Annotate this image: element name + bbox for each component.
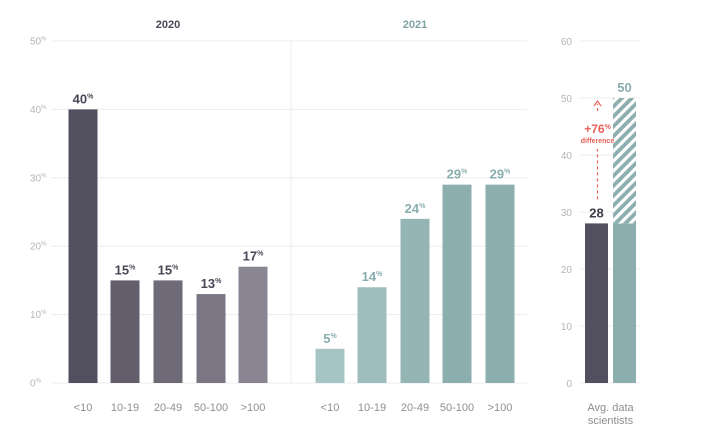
y-tick-value: 30 bbox=[30, 173, 42, 184]
bar-2020-1 bbox=[110, 280, 140, 383]
bar-2021-1 bbox=[357, 287, 387, 383]
y-tick-unit: % bbox=[41, 173, 47, 179]
y-tick-label: 10% bbox=[30, 310, 47, 321]
value-number: 15 bbox=[115, 262, 129, 277]
bar-2021-2 bbox=[400, 218, 430, 383]
annotation-number: +76 bbox=[584, 122, 605, 136]
y-tick-label: 20% bbox=[30, 242, 47, 253]
value-label-2021-3: 29% bbox=[447, 167, 468, 182]
bar-2021-4 bbox=[485, 184, 515, 383]
panel-title-2021: 2021 bbox=[403, 19, 427, 31]
category-label-2020-1: 10-19 bbox=[111, 402, 139, 414]
category-label-avg-line1: Avg. data bbox=[587, 402, 634, 414]
value-number: 14 bbox=[362, 269, 377, 284]
value-number: 5 bbox=[323, 331, 330, 346]
y-tick-unit: % bbox=[41, 242, 47, 248]
category-label-2021-1: 10-19 bbox=[358, 402, 386, 414]
bar-2021-3 bbox=[442, 184, 472, 383]
value-label-2021-2: 24% bbox=[405, 201, 426, 216]
value-label-2020-2: 15% bbox=[158, 262, 179, 277]
value-unit: % bbox=[504, 169, 511, 176]
y-tick-unit: % bbox=[41, 105, 47, 111]
y-tick-label-avg: 10 bbox=[561, 322, 573, 333]
value-number: 17 bbox=[243, 249, 257, 264]
value-number: 15 bbox=[158, 262, 172, 277]
value-unit: % bbox=[87, 93, 94, 100]
y-tick-unit: % bbox=[36, 379, 42, 385]
category-label-2020-4: >100 bbox=[241, 402, 266, 414]
category-label-2021-2: 20-49 bbox=[401, 402, 429, 414]
value-number: 29 bbox=[490, 167, 504, 182]
value-number: 24 bbox=[405, 201, 420, 216]
value-label-2021-0: 5% bbox=[323, 331, 337, 346]
panel-titles: 2020 2021 bbox=[156, 19, 427, 31]
y-tick-label-avg: 30 bbox=[561, 208, 573, 219]
value-label-2020-0: 40% bbox=[73, 91, 94, 106]
bar-avg-2021 bbox=[613, 223, 636, 383]
bars bbox=[68, 98, 636, 384]
category-label-2021-3: 50-100 bbox=[440, 402, 474, 414]
y-tick-label-avg: 20 bbox=[561, 265, 573, 276]
value-label-avg-2021: 50 bbox=[617, 80, 631, 95]
bar-avg-2021-increase-hatched bbox=[613, 98, 636, 224]
y-tick-value: 40 bbox=[30, 105, 42, 116]
value-unit: % bbox=[419, 203, 426, 210]
value-unit: % bbox=[376, 271, 383, 278]
annotation-unit: % bbox=[605, 124, 612, 131]
category-label-2020-3: 50-100 bbox=[194, 402, 228, 414]
value-number: 13 bbox=[201, 276, 215, 291]
y-tick-label-avg: 50 bbox=[561, 94, 573, 105]
annotation-value: +76% bbox=[584, 122, 611, 136]
category-labels: <10 10-19 20-49 50-100 >100 <10 10-19 20-49 50-1… bbox=[74, 402, 635, 427]
y-tick-unit: % bbox=[41, 37, 47, 43]
bar-avg-2020 bbox=[585, 223, 608, 383]
value-label-2021-4: 29% bbox=[490, 167, 511, 182]
category-label-2021-0: <10 bbox=[321, 402, 340, 414]
y-tick-label-avg: 0 bbox=[566, 379, 572, 390]
value-label-2020-1: 15% bbox=[115, 262, 136, 277]
y-tick-value: 0 bbox=[30, 379, 36, 390]
y-tick-value: 50 bbox=[30, 37, 42, 48]
annotation-label: difference bbox=[581, 138, 615, 145]
value-label-2020-3: 13% bbox=[201, 276, 222, 291]
y-tick-label: 30% bbox=[30, 173, 47, 184]
bar-2020-3 bbox=[196, 294, 226, 383]
value-number: 40 bbox=[73, 91, 87, 106]
value-unit: % bbox=[257, 251, 264, 258]
bar-2020-0 bbox=[68, 109, 98, 384]
y-tick-unit: % bbox=[41, 310, 47, 316]
y-tick-value: 20 bbox=[30, 242, 42, 253]
value-unit: % bbox=[129, 264, 136, 271]
category-label-2020-0: <10 bbox=[74, 402, 93, 414]
category-label-2021-4: >100 bbox=[488, 402, 513, 414]
category-label-avg-line2: scientists bbox=[588, 415, 634, 427]
y-tick-label: 0% bbox=[30, 379, 42, 390]
value-unit: % bbox=[461, 169, 468, 176]
value-unit: % bbox=[331, 333, 338, 340]
y-tick-label: 40% bbox=[30, 105, 47, 116]
value-label-avg-2020: 28 bbox=[589, 205, 603, 220]
y-tick-label-avg: 60 bbox=[561, 37, 573, 48]
gridlines bbox=[52, 40, 641, 384]
y-tick-value: 10 bbox=[30, 310, 42, 321]
bar-2020-2 bbox=[153, 280, 183, 383]
panel-title-2020: 2020 bbox=[156, 19, 180, 31]
bar-2021-0 bbox=[315, 348, 345, 383]
value-label-2020-4: 17% bbox=[243, 249, 264, 264]
difference-annotation: +76% difference bbox=[581, 99, 615, 200]
y-tick-label-avg: 40 bbox=[561, 151, 573, 162]
value-number: 29 bbox=[447, 167, 461, 182]
value-label-2021-1: 14% bbox=[362, 269, 383, 284]
bar-2020-4 bbox=[238, 266, 268, 383]
value-unit: % bbox=[215, 278, 222, 285]
value-unit: % bbox=[172, 264, 179, 271]
y-tick-label: 50% bbox=[30, 37, 47, 48]
arrow-head-icon bbox=[593, 99, 602, 107]
category-label-2020-2: 20-49 bbox=[154, 402, 182, 414]
